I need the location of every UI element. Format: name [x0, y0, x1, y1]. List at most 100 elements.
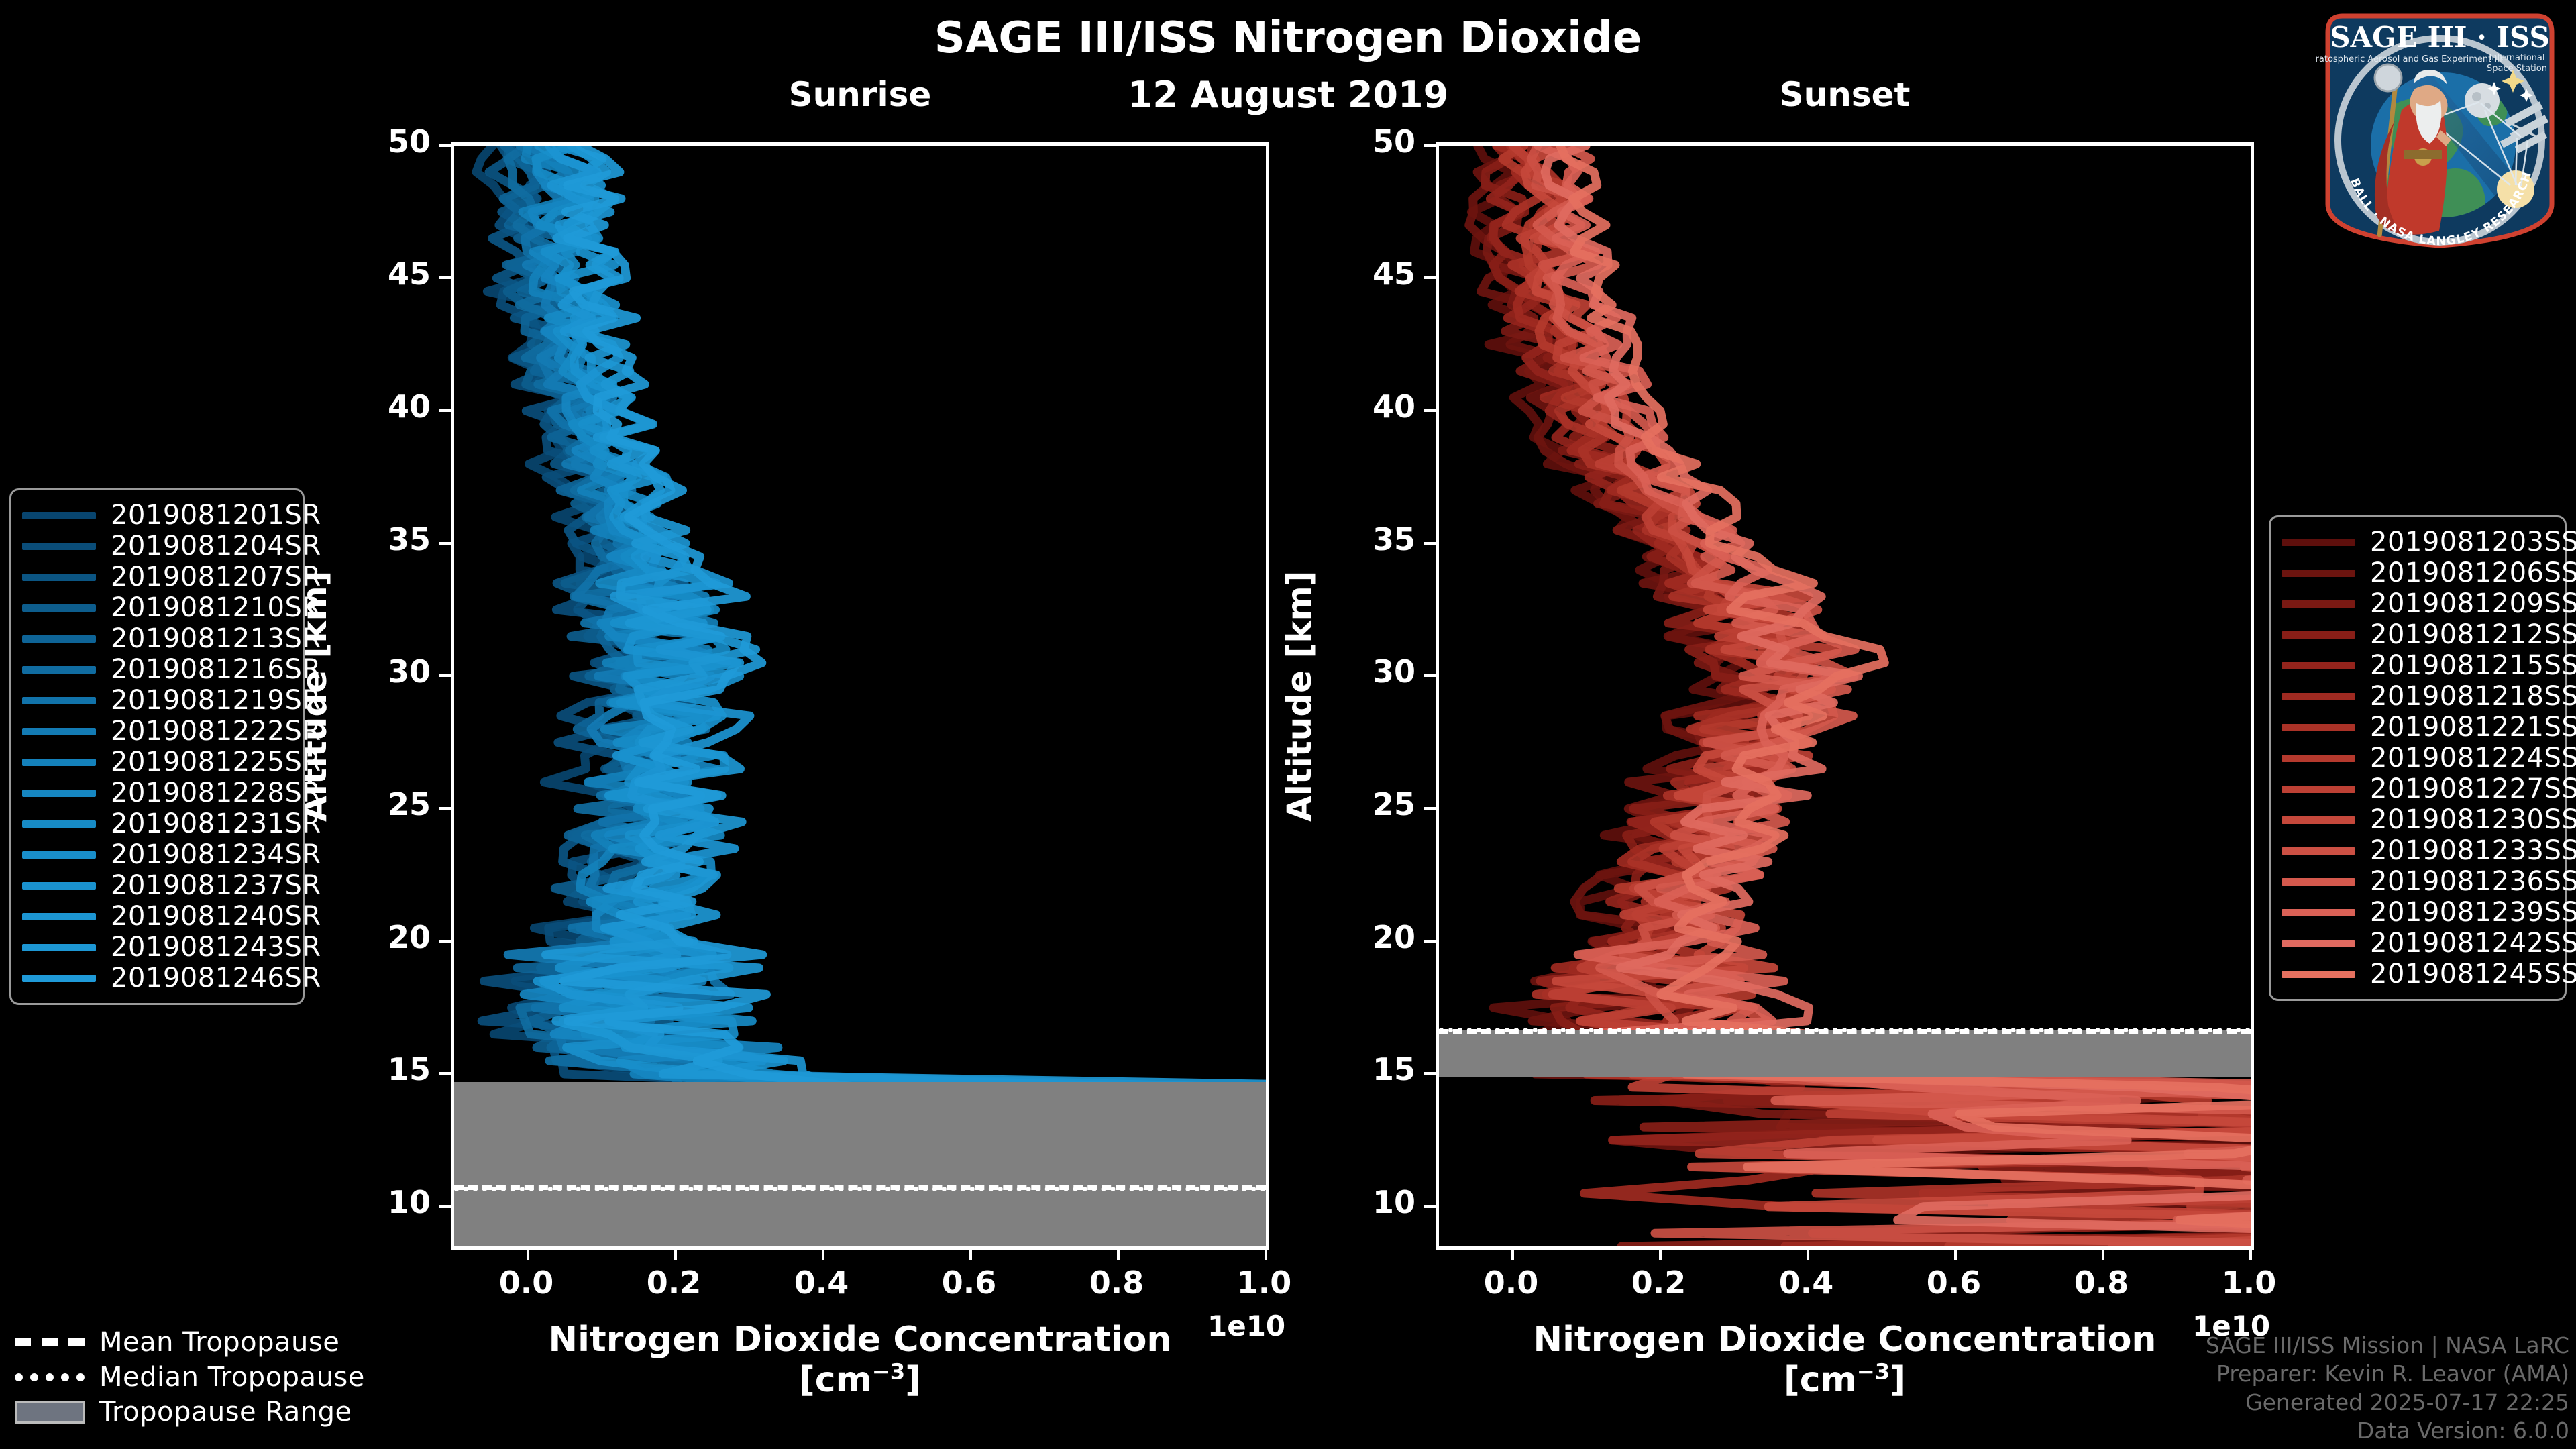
sage-iii-iss-mission-patch-logo: BALL · NASA LANGLEY RESEARCH CENTER · TA…	[2306, 3, 2564, 251]
sunrise-legend-swatch	[22, 820, 96, 828]
sunrise-legend-item[interactable]: 2019081234SR	[22, 839, 321, 870]
x-tick	[1953, 1248, 1957, 1260]
sunrise-legend-item[interactable]: 2019081216SR	[22, 654, 321, 685]
sunset-x-axis-offset-text: 1e10	[2192, 1309, 2271, 1342]
x-tick-label: 0.4	[1778, 1265, 1834, 1301]
sunrise-legend-swatch	[22, 789, 96, 797]
sunrise-legend-item[interactable]: 2019081231SR	[22, 808, 321, 839]
x-tick-label: 0.2	[1631, 1265, 1686, 1301]
sunset-legend-swatch	[2282, 600, 2355, 608]
sunset-legend-item[interactable]: 2019081221SS	[2282, 712, 2576, 743]
sunrise-legend-item[interactable]: 2019081243SR	[22, 932, 321, 963]
y-tick-label: 35	[387, 521, 431, 557]
sunrise-legend-label: 2019081210SR	[111, 592, 321, 623]
svg-text:Stratospheric Aerosol and Gas: Stratospheric Aerosol and Gas Experiment…	[2316, 54, 2502, 64]
sunset-legend-label: 2019081242SS	[2370, 928, 2576, 959]
sunset-legend-item[interactable]: 2019081242SS	[2282, 928, 2576, 959]
sunset-legend-item[interactable]: 2019081239SS	[2282, 897, 2576, 928]
sunrise-legend-item[interactable]: 2019081213SR	[22, 623, 321, 654]
sunset-legend-label: 2019081206SS	[2370, 557, 2576, 588]
sunrise-legend-swatch	[22, 943, 96, 951]
y-tick	[1424, 1205, 1436, 1208]
x-tick	[526, 1248, 529, 1260]
sunrise-legend-item[interactable]: 2019081219SR	[22, 685, 321, 716]
sunrise-legend-item[interactable]: 2019081210SR	[22, 592, 321, 623]
sunrise-legend-item[interactable]: 2019081225SR	[22, 747, 321, 777]
sunrise-legend-label: 2019081222SR	[111, 716, 321, 747]
sunrise-tropopause-range-band	[454, 1081, 1266, 1246]
x-tick	[821, 1248, 824, 1260]
tropopause-legend-item[interactable]: Mean Tropopause	[15, 1325, 365, 1360]
sunrise-plot-axes	[451, 142, 1269, 1250]
x-tick	[969, 1248, 972, 1260]
credits-line-3: Generated 2025-07-17 22:25	[2245, 1389, 2569, 1415]
sunset-legend-item[interactable]: 2019081230SS	[2282, 804, 2576, 835]
credits-line-1: SAGE III/ISS Mission | NASA LaRC	[2205, 1332, 2569, 1359]
sunrise-legend-swatch	[22, 851, 96, 859]
sunset-legend-swatch	[2282, 723, 2355, 731]
y-tick-label: 50	[1372, 123, 1415, 160]
sunrise-legend-label: 2019081240SR	[111, 901, 321, 932]
x-tick	[674, 1248, 677, 1260]
sunrise-legend-swatch	[22, 727, 96, 735]
y-tick	[1424, 939, 1436, 943]
sunset-legend-label: 2019081221SS	[2370, 712, 2576, 743]
sunset-legend-item[interactable]: 2019081227SS	[2282, 773, 2576, 804]
sunrise-legend[interactable]: 2019081201SR 2019081204SR 2019081207SR 2…	[9, 488, 321, 1005]
x-tick-label: 0.0	[498, 1265, 554, 1301]
sunrise-legend-swatch	[22, 573, 96, 581]
sunrise-legend-label: 2019081231SR	[111, 808, 321, 839]
sunrise-panel-label: Sunrise	[788, 75, 932, 114]
sunrise-legend-item[interactable]: 2019081228SR	[22, 777, 321, 808]
tropopause-legend-item[interactable]: Tropopause Range	[15, 1395, 365, 1430]
sunset-legend-item[interactable]: 2019081212SS	[2282, 619, 2576, 650]
y-tick-label: 30	[1372, 653, 1415, 690]
sunrise-legend-item[interactable]: 2019081237SR	[22, 870, 321, 901]
sunset-legend-item[interactable]: 2019081224SS	[2282, 743, 2576, 773]
date-subtitle: 12 August 2019	[1127, 74, 1449, 116]
sunset-legend[interactable]: 2019081203SS 2019081206SS 2019081209SS 2…	[2269, 515, 2576, 1001]
sunset-legend-swatch	[2282, 939, 2355, 947]
y-tick-label: 20	[1372, 918, 1415, 955]
sunrise-legend-item[interactable]: 2019081201SR	[22, 500, 321, 531]
sunset-legend-item[interactable]: 2019081203SS	[2282, 527, 2576, 557]
x-tick-label: 0.8	[2074, 1265, 2129, 1301]
sunset-legend-item[interactable]: 2019081215SS	[2282, 650, 2576, 681]
sunrise-legend-label: 2019081234SR	[111, 839, 321, 870]
y-tick	[1424, 144, 1436, 147]
sunset-legend-swatch	[2282, 785, 2355, 793]
sunset-legend-item[interactable]: 2019081209SS	[2282, 588, 2576, 619]
sunset-legend-item[interactable]: 2019081206SS	[2282, 557, 2576, 588]
y-tick-label: 40	[387, 388, 431, 425]
svg-text:International: International	[2489, 53, 2545, 63]
sunset-legend-item[interactable]: 2019081236SS	[2282, 866, 2576, 897]
x-tick-label: 0.8	[1089, 1265, 1144, 1301]
y-tick	[1424, 409, 1436, 412]
sunrise-legend-item[interactable]: 2019081240SR	[22, 901, 321, 932]
sunset-legend-item[interactable]: 2019081245SS	[2282, 959, 2576, 989]
sunset-legend-swatch	[2282, 970, 2355, 978]
x-tick	[1116, 1248, 1120, 1260]
sunset-tropopause-range-band	[1439, 1030, 2251, 1077]
sunrise-legend-item[interactable]: 2019081204SR	[22, 531, 321, 561]
sunset-legend-label: 2019081236SS	[2370, 866, 2576, 897]
tropopause-legend-item[interactable]: Median Tropopause	[15, 1360, 365, 1395]
sunrise-x-axis-label: Nitrogen Dioxide Concentration [cm−3]	[451, 1320, 1269, 1399]
x-tick	[2101, 1248, 2104, 1260]
sunrise-legend-item[interactable]: 2019081222SR	[22, 716, 321, 747]
tropopause-legend[interactable]: Mean Tropopause Median Tropopause Tropopau…	[15, 1325, 365, 1430]
sunset-legend-swatch	[2282, 816, 2355, 824]
x-tick-label: 0.6	[941, 1265, 997, 1301]
y-tick	[1424, 276, 1436, 280]
sunrise-profile-lines	[455, 146, 1266, 1246]
sunset-legend-label: 2019081215SS	[2370, 650, 2576, 681]
y-tick-label: 30	[387, 653, 431, 690]
sunrise-legend-item[interactable]: 2019081246SR	[22, 963, 321, 994]
sunrise-legend-label: 2019081237SR	[111, 870, 321, 901]
sunset-legend-label: 2019081230SS	[2370, 804, 2576, 835]
sunrise-legend-item[interactable]: 2019081207SR	[22, 561, 321, 592]
sunrise-legend-swatch	[22, 511, 96, 519]
sunrise-legend-swatch	[22, 604, 96, 612]
sunset-legend-item[interactable]: 2019081218SS	[2282, 681, 2576, 712]
sunset-legend-item[interactable]: 2019081233SS	[2282, 835, 2576, 866]
